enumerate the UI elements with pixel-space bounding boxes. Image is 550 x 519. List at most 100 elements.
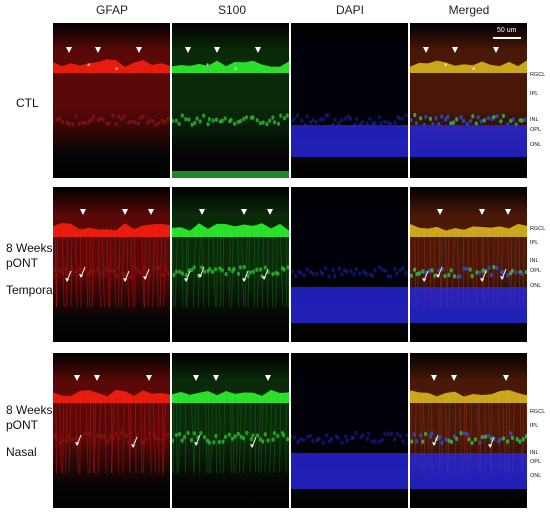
row-label-line: 8 Weeks: [6, 403, 53, 417]
arrowhead-marker: [451, 375, 457, 381]
arrow-marker: [432, 442, 436, 446]
arrowhead-marker: [265, 375, 271, 381]
layer-label-inl: INL: [530, 258, 539, 264]
arrowhead-marker: [136, 47, 142, 53]
micrograph-s100-row2: [172, 187, 289, 342]
asterisk-marker: *: [234, 66, 238, 74]
arrow-marker: [436, 274, 440, 278]
arrow-marker: [194, 442, 198, 446]
row-label-line: [6, 433, 52, 445]
arrow-marker: [480, 278, 484, 282]
layer-label-ipl: IPL: [530, 240, 539, 246]
layer-label-onl: ONL: [530, 473, 542, 479]
micrograph-merged-row1: * *: [410, 23, 527, 178]
arrowhead-marker: [185, 47, 191, 53]
layer-label-rgcl: RGCL: [530, 409, 546, 415]
micrograph-image: * *: [53, 23, 170, 178]
layer-label-ipl: IPL: [530, 423, 539, 429]
asterisk-marker: *: [206, 62, 210, 70]
scale-bar-label: 50 um: [497, 27, 517, 34]
column-header-gfap: GFAP: [95, 3, 128, 17]
micrograph-image: [410, 187, 527, 342]
row-label-line: [6, 271, 55, 283]
arrow-marker: [198, 274, 202, 278]
row-label-line: pONT: [6, 418, 39, 432]
arrowhead-marker: [267, 209, 273, 215]
arrowhead-marker: [437, 209, 443, 215]
arrowhead-marker: [505, 209, 511, 215]
arrowhead-marker: [213, 375, 219, 381]
asterisk-marker: *: [87, 62, 91, 70]
row-label-ctl: CTL: [16, 96, 39, 111]
arrowhead-marker: [479, 209, 485, 215]
row-label-line: 8 Weeks: [6, 241, 53, 255]
layer-label-opl: OPL: [530, 459, 542, 465]
arrowhead-marker: [503, 375, 509, 381]
micrograph-image: [53, 187, 170, 342]
scale-bar: [493, 37, 521, 39]
arrowhead-marker: [431, 375, 437, 381]
arrow-marker: [422, 278, 426, 282]
arrowhead-marker: [66, 47, 72, 53]
arrowhead-marker: [214, 47, 220, 53]
micrograph-image: [172, 353, 289, 508]
micrograph-image: [291, 187, 408, 342]
arrow-marker: [250, 444, 254, 448]
arrow-marker: [75, 442, 79, 446]
layer-label-rgcl: RGCL: [530, 226, 546, 232]
layer-label-opl: OPL: [530, 268, 542, 274]
micrograph-image: [53, 353, 170, 508]
micrograph-image: [410, 353, 527, 508]
micrograph-dapi-row1: [291, 23, 408, 178]
arrowhead-marker: [122, 209, 128, 215]
arrow-marker: [65, 278, 69, 282]
layer-label-rgcl: RGCL: [530, 72, 546, 78]
arrowhead-marker: [493, 47, 499, 53]
micrograph-dapi-row3: [291, 353, 408, 508]
column-header-merged: Merged: [448, 3, 490, 17]
arrowhead-marker: [80, 209, 86, 215]
arrowhead-marker: [255, 47, 261, 53]
layer-label-opl: OPL: [530, 127, 542, 133]
micrograph-s100-row1: * *: [172, 23, 289, 178]
layer-label-inl: INL: [530, 450, 539, 456]
asterisk-marker: *: [444, 62, 448, 70]
row-label-line: pONT: [6, 256, 39, 270]
micrograph-image: * *: [172, 23, 289, 178]
arrowhead-marker: [199, 209, 205, 215]
asterisk-marker: *: [472, 66, 476, 74]
column-header-s100: S100: [217, 3, 247, 17]
arrow-marker: [79, 274, 83, 278]
arrow-marker: [143, 276, 147, 280]
layer-label-ipl: IPL: [530, 91, 539, 97]
arrowhead-marker: [423, 47, 429, 53]
arrow-marker: [262, 276, 266, 280]
micrograph-gfap-row2: [53, 187, 170, 342]
arrowhead-marker: [148, 209, 154, 215]
arrow-marker: [488, 444, 492, 448]
row-label-temporal: 8 Weeks pONT Temporal: [6, 241, 55, 298]
arrowhead-marker: [241, 209, 247, 215]
micrograph-merged-row3: [410, 353, 527, 508]
arrowhead-marker: [94, 375, 100, 381]
micrograph-gfap-row3: [53, 353, 170, 508]
arrowhead-marker: [74, 375, 80, 381]
micrograph-image: [172, 187, 289, 342]
arrowhead-marker: [146, 375, 152, 381]
micrograph-s100-row3: [172, 353, 289, 508]
micrograph-gfap-row1: * *: [53, 23, 170, 178]
row-label-line: Nasal: [6, 445, 37, 459]
micrograph-image: [291, 353, 408, 508]
arrow-marker: [242, 278, 246, 282]
column-header-dapi: DAPI: [335, 3, 364, 17]
asterisk-marker: *: [115, 66, 119, 74]
row-label-line: CTL: [16, 96, 39, 110]
micrograph-image: [291, 23, 408, 178]
layer-label-onl: ONL: [530, 142, 542, 148]
row-label-line: Temporal: [6, 283, 56, 297]
arrow-marker: [184, 278, 188, 282]
layer-label-onl: ONL: [530, 283, 542, 289]
micrograph-image: * *: [410, 23, 527, 178]
row-label-nasal: 8 Weeks pONT Nasal: [6, 403, 52, 460]
micrograph-dapi-row2: [291, 187, 408, 342]
